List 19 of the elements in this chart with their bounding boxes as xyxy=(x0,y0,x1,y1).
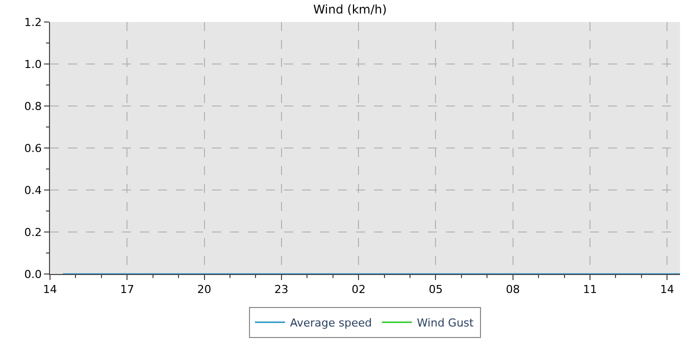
y-tick-label: 1.0 xyxy=(24,58,42,71)
x-tick-label: 05 xyxy=(428,283,443,296)
y-tick-label: 0.2 xyxy=(24,226,42,239)
y-tick-label: 0.0 xyxy=(24,268,42,281)
legend-label: Wind Gust xyxy=(416,316,474,330)
x-tick-label: 17 xyxy=(120,283,134,296)
legend-label: Average speed xyxy=(290,316,372,330)
y-tick-label: 1.2 xyxy=(24,16,42,29)
y-tick-label: 0.6 xyxy=(24,142,42,155)
x-tick-label: 14 xyxy=(660,283,674,296)
x-tick-label: 23 xyxy=(274,283,288,296)
x-tick-label: 08 xyxy=(506,283,520,296)
x-tick-label: 11 xyxy=(583,283,597,296)
x-tick-label: 02 xyxy=(352,283,366,296)
x-tick-label: 20 xyxy=(197,283,212,296)
x-tick-label: 14 xyxy=(43,283,57,296)
y-tick-label: 0.4 xyxy=(24,184,42,197)
chart-title: Wind (km/h) xyxy=(313,2,387,17)
y-tick-label: 0.8 xyxy=(24,100,42,113)
